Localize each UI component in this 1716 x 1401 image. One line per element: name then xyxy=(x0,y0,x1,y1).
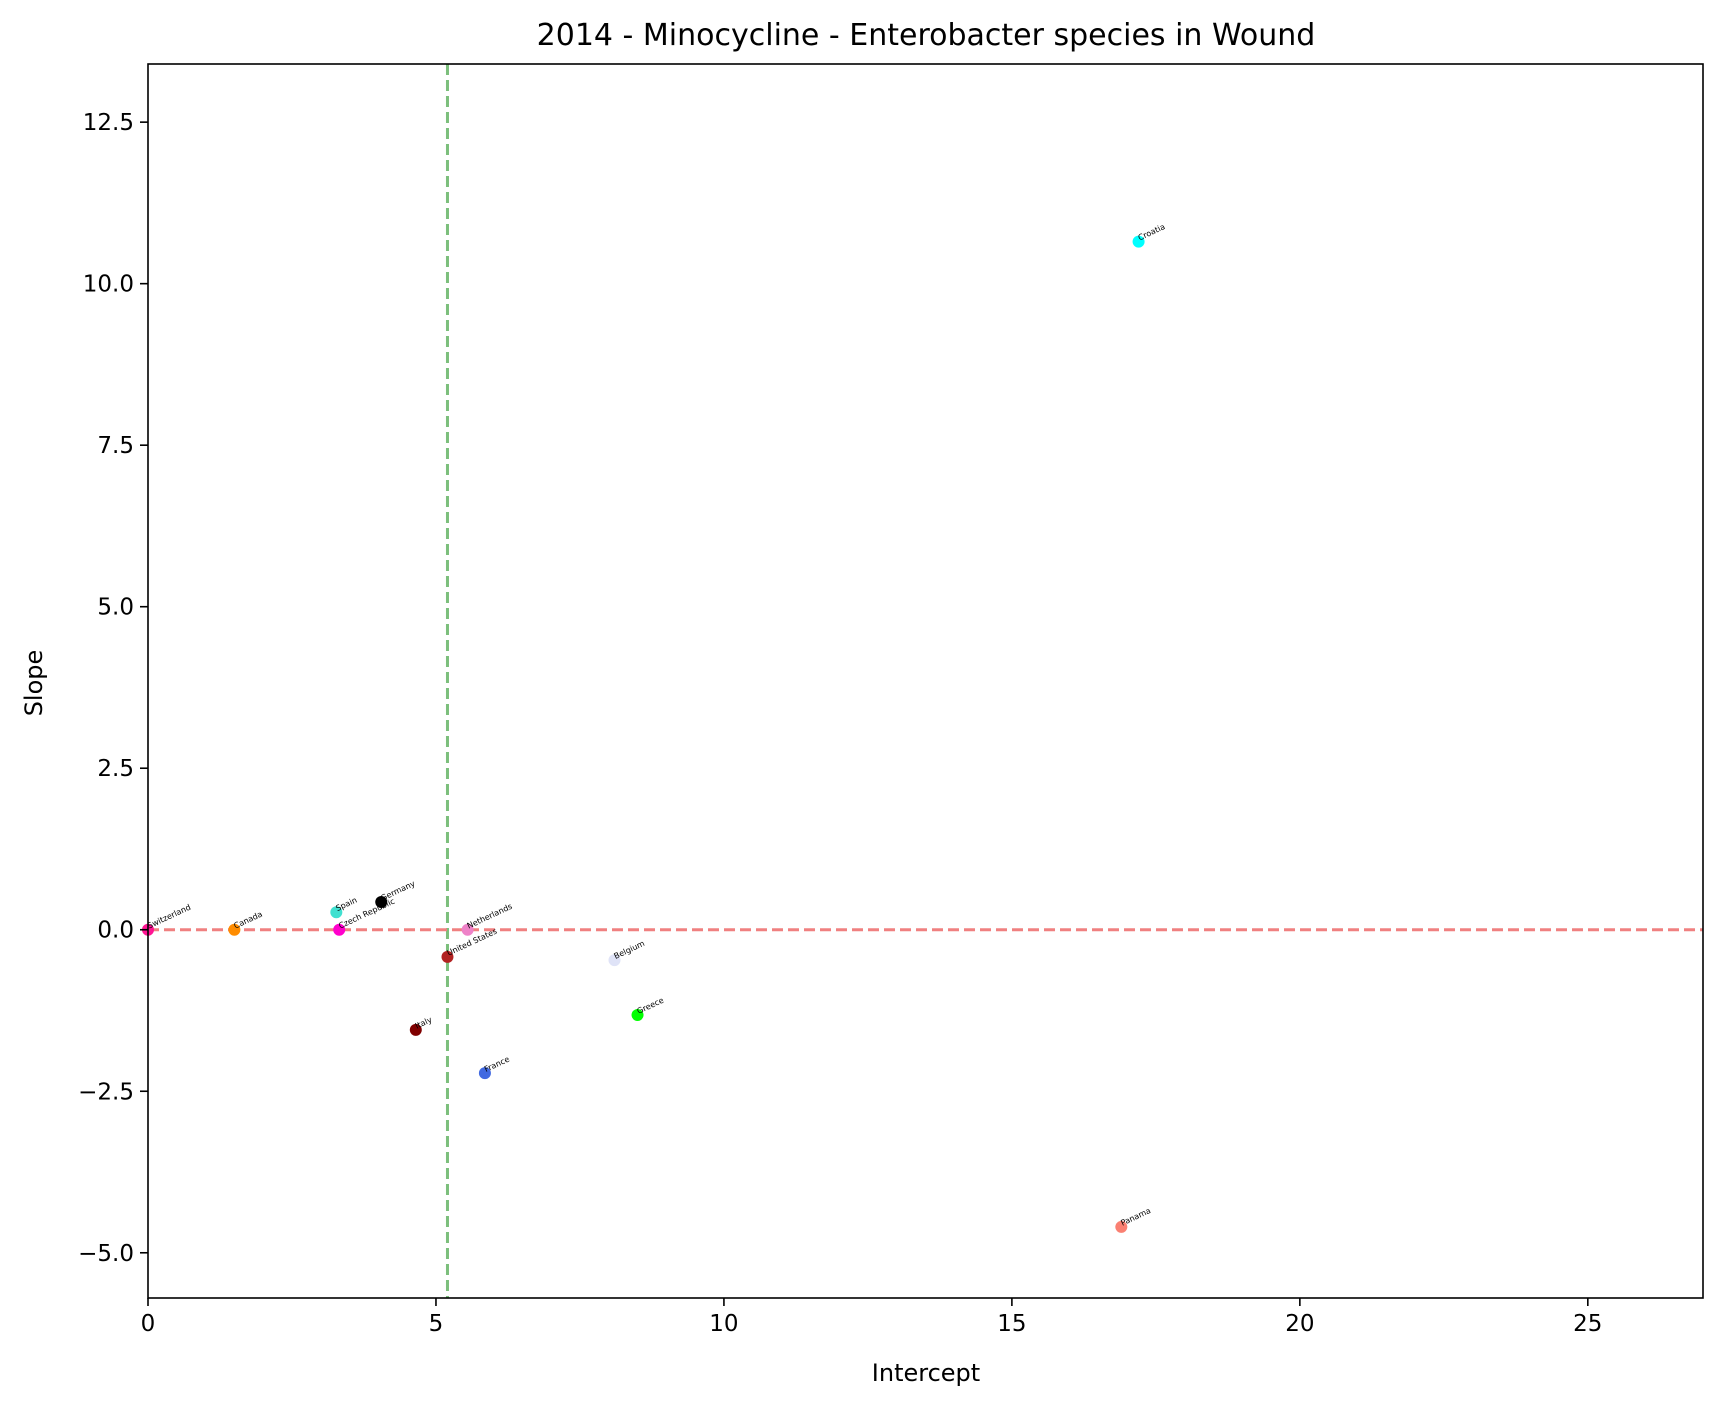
data-point xyxy=(1132,235,1145,248)
x-tick-label: 15 xyxy=(997,1311,1026,1337)
x-tick-label: 5 xyxy=(429,1311,444,1337)
x-axis-label: Intercept xyxy=(872,1359,980,1387)
y-tick-label: −2.5 xyxy=(78,1079,134,1105)
data-point-label: Germany xyxy=(379,879,416,903)
y-tick-label: −5.0 xyxy=(78,1241,134,1267)
data-point-label: Netherlands xyxy=(466,902,514,931)
y-tick-label: 7.5 xyxy=(97,433,134,459)
data-point xyxy=(441,950,454,963)
y-tick-label: 2.5 xyxy=(97,756,134,782)
data-point-label: Croatia xyxy=(1137,222,1167,242)
data-point-label: Canada xyxy=(232,909,263,930)
data-point-label: Greece xyxy=(636,996,666,1016)
data-point-label: France xyxy=(483,1055,511,1074)
x-tick-label: 0 xyxy=(141,1311,156,1337)
data-point xyxy=(409,1023,422,1036)
x-axis-ticks: 0 5 10 15 20 25 xyxy=(141,1298,1602,1337)
y-axis-label: Slope xyxy=(20,650,48,717)
y-axis-ticks: −5.0 −2.5 0.0 2.5 5.0 7.5 10.0 12.5 xyxy=(78,110,148,1267)
data-point xyxy=(608,954,621,967)
y-tick-label: 0.0 xyxy=(97,918,134,944)
data-point xyxy=(330,906,343,919)
data-point-label: Panama xyxy=(1119,1206,1152,1228)
data-point xyxy=(631,1009,644,1022)
y-tick-label: 12.5 xyxy=(83,110,134,136)
data-point xyxy=(228,923,241,936)
data-point xyxy=(375,895,388,908)
data-point xyxy=(1115,1220,1128,1233)
data-points xyxy=(142,235,1145,1233)
y-tick-label: 5.0 xyxy=(97,595,134,621)
data-point xyxy=(461,923,474,936)
data-point-label: Italy xyxy=(414,1015,434,1031)
x-tick-label: 20 xyxy=(1285,1311,1314,1337)
reference-lines xyxy=(148,64,1703,1298)
data-point-label: Belgium xyxy=(613,939,647,961)
data-point xyxy=(333,923,346,936)
y-tick-label: 10.0 xyxy=(83,272,134,298)
chart-title: 2014 - Minocycline - Enterobacter specie… xyxy=(537,18,1316,53)
data-point-label: Switzerland xyxy=(146,903,192,931)
data-point xyxy=(478,1067,491,1080)
x-tick-label: 25 xyxy=(1573,1311,1602,1337)
data-point-label: Spain xyxy=(334,896,358,914)
plot-frame xyxy=(147,63,1704,1299)
x-tick-label: 10 xyxy=(709,1311,738,1337)
